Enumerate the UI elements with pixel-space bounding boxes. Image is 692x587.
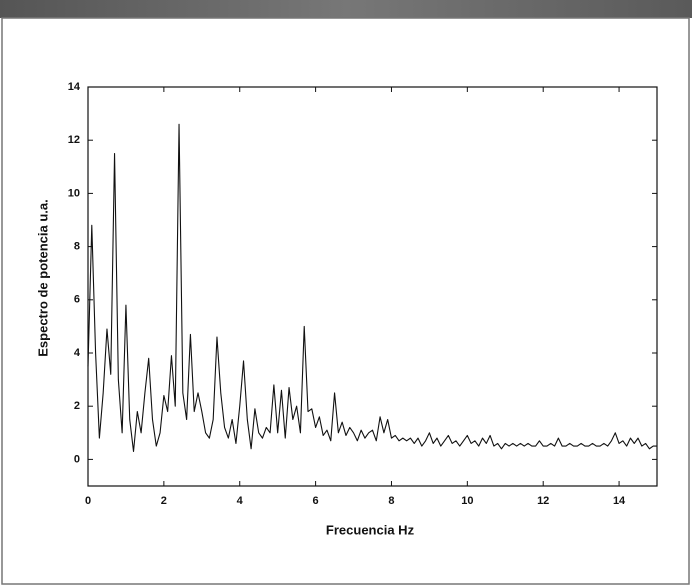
y-tick-label: 0 (74, 453, 80, 465)
y-tick-label: 8 (74, 241, 80, 253)
x-tick-label: 14 (613, 495, 626, 507)
frame (1, 17, 690, 585)
y-tick-label: 4 (74, 347, 81, 359)
y-tick-label: 12 (68, 134, 80, 146)
x-tick-label: 2 (161, 495, 167, 507)
header-strip (0, 0, 692, 18)
x-tick-label: 0 (85, 495, 91, 507)
y-tick-label: 2 (74, 400, 80, 412)
y-tick-label: 14 (68, 81, 81, 93)
x-tick-label: 10 (461, 495, 473, 507)
x-axis-label: Frecuencia Hz (326, 522, 415, 537)
data-line (87, 123, 657, 452)
x-tick-label: 8 (388, 495, 394, 507)
x-tick-label: 4 (237, 495, 244, 507)
y-axis-label: Espectro de potencia u.a. (35, 199, 50, 357)
y-tick-label: 10 (68, 187, 80, 199)
y-tick-label: 6 (74, 294, 80, 306)
plot-frame (87, 86, 658, 487)
x-tick-label: 12 (537, 495, 549, 507)
x-tick-label: 6 (313, 495, 319, 507)
